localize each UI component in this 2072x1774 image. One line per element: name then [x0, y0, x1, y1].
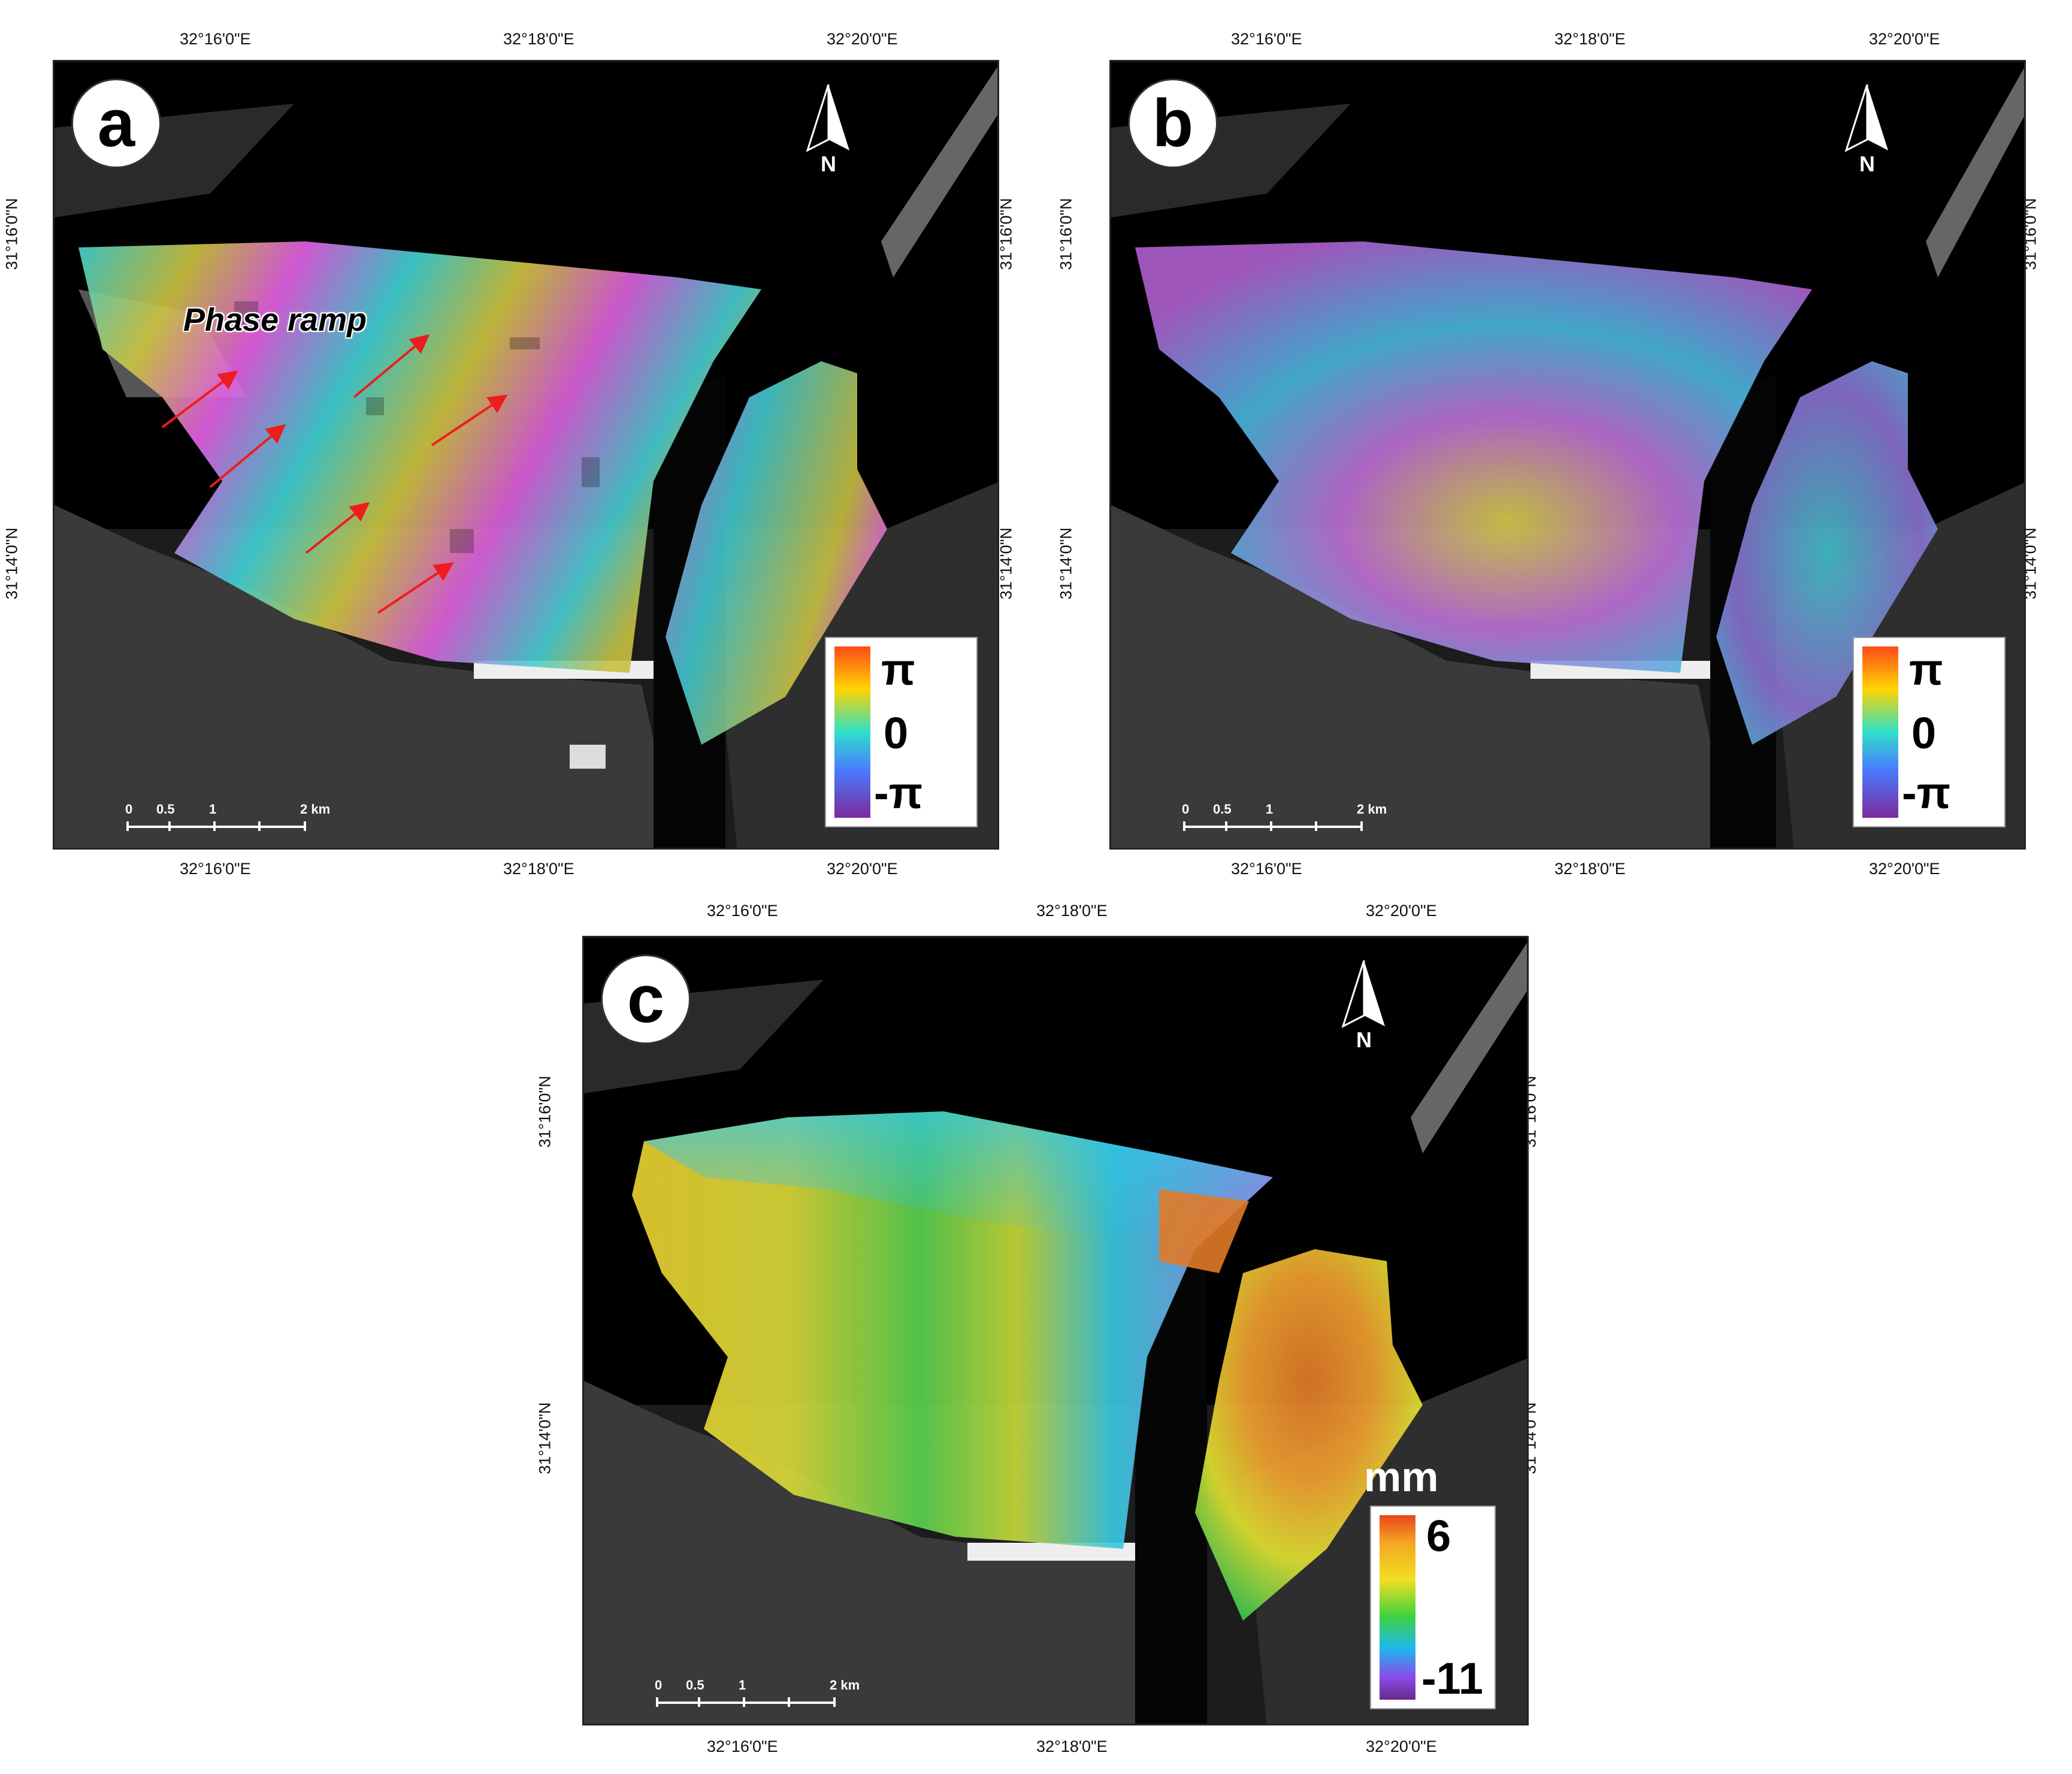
phase-ramp-arrows	[161, 334, 508, 614]
legend-b-top: π	[1909, 645, 1943, 694]
legend-c-unit: mm	[1364, 1453, 1439, 1500]
lon-label-bottom-3: 32°20'0"E	[1869, 860, 1940, 878]
scalebar-a-label-1: 0.5	[156, 802, 175, 817]
lon-label-bottom-1: 32°16'0"E	[180, 860, 251, 878]
north-arrow-icon-b	[1844, 84, 1888, 152]
panel-label-a: a	[71, 78, 161, 168]
scalebar-c: 0 0.5 1 2 km	[655, 1678, 860, 1707]
displacement-region-hotspot	[1159, 1189, 1249, 1273]
map-frame-c: 0 0.5 1 2 km c N mm 6 -11	[582, 936, 1529, 1725]
lat-label-left-2: 31°14'0"N	[2, 527, 21, 600]
north-arrow-icon-a	[806, 84, 849, 152]
scalebar-b-label-2: 1	[1266, 802, 1273, 817]
legend-c-bottom: -11	[1421, 1654, 1483, 1703]
lon-label-top-1: 32°16'0"E	[707, 902, 778, 920]
scalebar-b-label-3: 2 km	[1357, 802, 1387, 817]
displacement-region-top	[644, 1111, 1273, 1249]
lon-label-bottom-3: 32°20'0"E	[827, 860, 898, 878]
scalebar-b-label-1: 0.5	[1213, 802, 1232, 817]
lon-label-bottom-2: 32°18'0"E	[1554, 860, 1626, 878]
scalebar-a-label-0: 0	[125, 802, 132, 817]
speckle-overlay	[234, 301, 600, 553]
scalebar-c-label-0: 0	[655, 1678, 662, 1693]
phase-region-east	[666, 361, 887, 745]
scalebar-c-label-2: 1	[739, 1678, 746, 1693]
legend-a-bottom: -π	[874, 768, 923, 818]
lon-label-bottom-1: 32°16'0"E	[1231, 860, 1302, 878]
lon-label-top-2: 32°18'0"E	[1554, 30, 1626, 48]
lon-label-top-2: 32°18'0"E	[1036, 902, 1108, 920]
map-canvas-b: 0 0.5 1 2 km	[1111, 68, 2024, 848]
lat-label-left-1: 31°16'0"N	[1057, 198, 1075, 270]
legend-a: π 0 -π	[825, 637, 978, 827]
lon-label-top-3: 32°20'0"E	[1366, 902, 1437, 920]
map-frame-a: 0 0.5 1 2 km a Phase ramp N π 0 -π	[53, 60, 999, 850]
legend-a-mid: 0	[884, 708, 909, 758]
lat-label-left-2: 31°14'0"N	[1057, 527, 1075, 600]
scalebar-b-label-0: 0	[1182, 802, 1189, 817]
lat-label-left-2: 31°14'0"N	[536, 1402, 554, 1474]
lon-label-bottom-1: 32°16'0"E	[707, 1737, 778, 1755]
north-label-b: N	[1859, 152, 1875, 176]
lon-label-top-1: 32°16'0"E	[180, 30, 251, 48]
scalebar-a-label-3: 2 km	[300, 802, 330, 817]
lat-label-right-2: 31°14'0"N	[997, 527, 1015, 600]
lat-label-left-1: 31°16'0"N	[2, 198, 21, 270]
legend-b-mid: 0	[1911, 708, 1937, 758]
lon-label-top-2: 32°18'0"E	[503, 30, 574, 48]
north-label-a: N	[821, 152, 836, 176]
phase-region-west	[78, 241, 761, 673]
colorbar-c	[1380, 1515, 1415, 1700]
north-arrow-icon-c	[1341, 960, 1385, 1028]
legend-b-bottom: -π	[1902, 768, 1951, 818]
colorbar-b	[1862, 646, 1898, 818]
lon-label-bottom-2: 32°18'0"E	[503, 860, 574, 878]
canal	[1135, 1249, 1207, 1724]
lon-label-bottom-2: 32°18'0"E	[1036, 1737, 1108, 1755]
legend-c-top: 6	[1426, 1511, 1451, 1561]
scalebar-c-label-3: 2 km	[830, 1678, 860, 1693]
legend-a-top: π	[881, 645, 915, 694]
legend-c: 6 -11	[1370, 1506, 1496, 1709]
scalebar-b: 0 0.5 1 2 km	[1182, 802, 1387, 831]
lon-label-top-3: 32°20'0"E	[827, 30, 898, 48]
phase-region-east	[1716, 361, 1938, 745]
scalebar-a: 0 0.5 1 2 km	[125, 802, 330, 831]
map-canvas-c: 0 0.5 1 2 km	[584, 943, 1527, 1724]
map-frame-b: 0 0.5 1 2 km b N π 0 -π	[1109, 60, 2026, 850]
map-canvas-a: 0 0.5 1 2 km	[55, 67, 997, 848]
lat-label-left-1: 31°16'0"N	[536, 1075, 554, 1148]
panel-label-c: c	[601, 954, 691, 1044]
displacement-region-east	[1195, 1249, 1423, 1621]
colorbar-a	[834, 646, 870, 818]
lon-label-bottom-3: 32°20'0"E	[1366, 1737, 1437, 1755]
lon-label-top-3: 32°20'0"E	[1869, 30, 1940, 48]
scalebar-a-label-2: 1	[209, 802, 216, 817]
phase-ramp-label: Phase ramp	[183, 302, 367, 338]
panel-label-b: b	[1128, 78, 1218, 168]
lat-label-right-1: 31°16'0"N	[997, 198, 1015, 270]
scalebar-c-label-1: 0.5	[686, 1678, 704, 1693]
phase-region-west	[1135, 241, 1812, 673]
north-label-c: N	[1356, 1027, 1372, 1052]
lon-label-top-1: 32°16'0"E	[1231, 30, 1302, 48]
legend-b: π 0 -π	[1853, 637, 2006, 827]
